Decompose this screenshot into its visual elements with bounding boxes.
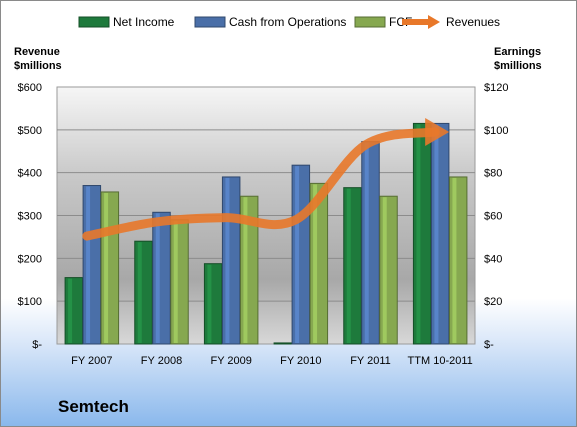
- category-label: FY 2008: [141, 355, 182, 367]
- bar-highlight: [416, 124, 421, 344]
- bar-net-income: [343, 187, 362, 345]
- legend-label: Revenues: [446, 15, 500, 29]
- axes: $- $- $100 $20 $200 $40 $300 $60 $400 $80 $500 $100…: [18, 82, 509, 367]
- left-axis-title-line2: $millions: [14, 60, 62, 72]
- right-tick-label: $100: [484, 125, 508, 137]
- bar-highlight: [104, 192, 109, 343]
- legend-swatch: [194, 16, 226, 28]
- bar-highlight: [382, 197, 387, 343]
- left-axis-title-line1: Revenue: [14, 46, 60, 58]
- bar-fcf: [448, 176, 468, 345]
- bar-fcf: [100, 191, 120, 345]
- left-tick-label: $200: [18, 253, 42, 265]
- bar-net-income: [134, 240, 153, 345]
- bar-net-income: [412, 122, 432, 345]
- bar-cash-from-operations: [221, 176, 241, 345]
- category-label: FY 2007: [71, 355, 112, 367]
- right-tick-label: $-: [484, 339, 494, 351]
- revenue-line-group: [82, 117, 450, 241]
- bar-highlight: [155, 213, 160, 343]
- left-tick-label: $-: [32, 339, 42, 351]
- left-tick-label: $600: [18, 82, 42, 94]
- bar-highlight: [173, 220, 178, 343]
- right-tick-label: $80: [484, 168, 502, 180]
- bar-cash-from-operations: [152, 211, 171, 345]
- category-label: FY 2011: [350, 355, 391, 367]
- right-axis-title-line1: Earnings: [494, 46, 541, 58]
- legend: Net Income Cash from Operations FCF Revenue…: [78, 15, 500, 29]
- bar-highlight: [86, 186, 91, 343]
- right-tick-label: $20: [484, 296, 502, 308]
- bar-highlight: [313, 184, 318, 343]
- bar-cash-from-operations: [361, 141, 380, 345]
- legend-swatch: [354, 16, 386, 28]
- legend-swatch: [78, 16, 110, 28]
- right-axis-title-line2: $millions: [494, 60, 542, 72]
- chart-title: Semtech: [58, 397, 129, 416]
- bar-cash-from-operations: [291, 164, 311, 345]
- bar-highlight: [225, 177, 230, 343]
- bar-highlight: [243, 197, 248, 343]
- category-label: TTM 10-2011: [408, 355, 473, 367]
- category-label: FY 2009: [210, 355, 251, 367]
- bar-net-income: [64, 277, 84, 345]
- right-tick-label: $40: [484, 253, 502, 265]
- legend-label: Cash from Operations: [229, 15, 346, 29]
- revenue-line: [82, 127, 440, 241]
- left-tick-label: $400: [18, 168, 42, 180]
- bar-highlight: [452, 177, 457, 343]
- bar-highlight: [364, 142, 369, 343]
- category-label: FY 2010: [280, 355, 321, 367]
- bar-highlight: [346, 188, 351, 343]
- bar-fcf: [379, 195, 398, 345]
- bar-fcf: [170, 219, 189, 345]
- bar-cash-from-operations: [82, 185, 102, 345]
- bar-cash-from-operations: [430, 122, 450, 345]
- left-tick-label: $300: [18, 211, 42, 223]
- legend-arrow: [428, 15, 440, 29]
- legend-label: FCF: [389, 15, 412, 29]
- bar-highlight: [295, 166, 300, 343]
- right-tick-label: $60: [484, 211, 502, 223]
- bar-net-income: [203, 263, 223, 345]
- bar-net-income: [273, 342, 293, 345]
- bar-highlight: [434, 124, 439, 344]
- bar-highlight: [207, 264, 212, 343]
- bar-highlight: [137, 242, 142, 343]
- legend-label: Net Income: [113, 15, 175, 29]
- left-tick-label: $500: [18, 125, 42, 137]
- left-tick-label: $100: [18, 296, 42, 308]
- right-tick-label: $120: [484, 82, 508, 94]
- bar-highlight: [68, 278, 73, 343]
- revenue-arrowhead: [425, 117, 450, 146]
